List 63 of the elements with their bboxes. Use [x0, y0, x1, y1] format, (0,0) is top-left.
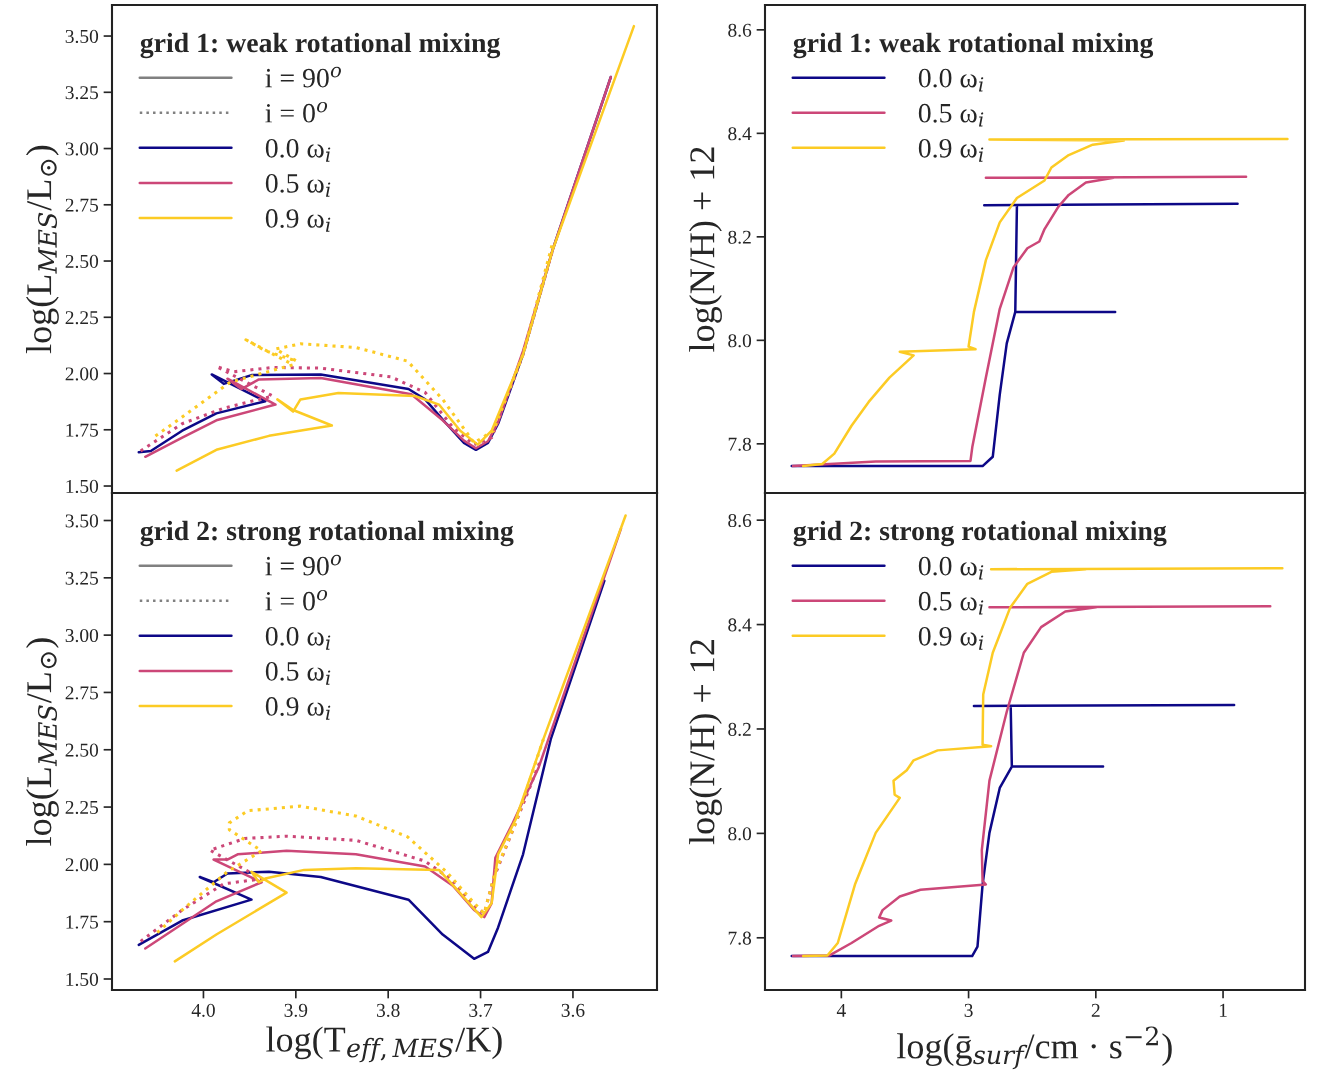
y-axis-title: log(L$_{MES}$/L$_{⊙}$)	[26, 638, 59, 846]
x-tick-label: 3.9	[284, 1003, 308, 1017]
legend-label: 0.0 ω$_{i}$	[918, 556, 984, 580]
y-tick-label: 3.25	[65, 86, 99, 100]
legend-label: 0.5 ω$_{i}$	[265, 661, 331, 685]
y-tick-label: 8.6	[728, 513, 752, 528]
y-tick-label: 1.50	[66, 479, 99, 494]
x-tick-label: 2	[1091, 1003, 1100, 1017]
x-tick-label: 3.8	[376, 1003, 400, 1017]
y-tick-label: 3.00	[65, 142, 99, 156]
legend-label: i = 0$^{o}$	[265, 589, 328, 611]
x-tick-label: 3	[964, 1003, 973, 1017]
y-tick-label: 8.0	[728, 827, 752, 841]
legend-label: i = 90$^{o}$	[265, 66, 341, 88]
legend-label: 0.0 ω$_{i}$	[918, 68, 984, 92]
y-axis-title: log(N/H) + 12	[689, 640, 722, 845]
y-tick-label: 8.0	[728, 334, 752, 348]
y-tick-label: 2.75	[65, 686, 99, 700]
y-tick-label: 2.50	[65, 743, 99, 757]
y-tick-label: 3.25	[65, 571, 99, 585]
legend-title: grid 2: strong rotational mixing	[793, 520, 1167, 547]
y-tick-label: 3.50	[65, 514, 99, 528]
y-tick-label: 1.50	[66, 972, 99, 987]
x-tick-label: 4.0	[191, 1003, 215, 1017]
y-tick-label: 7.8	[728, 931, 752, 945]
y-tick-label: 8.2	[728, 722, 751, 736]
y-axis-title: log(L$_{MES}$/L$_{⊙}$)	[26, 145, 59, 354]
y-tick-label: 8.4	[728, 127, 752, 141]
y-tick-label: 3.00	[65, 628, 99, 643]
x-axis-title: log(T$_{eff,MES}$/K)	[266, 1026, 502, 1063]
legend-label: i = 0$^{o}$	[265, 101, 328, 123]
legend-label: 0.9 ω$_{i}$	[265, 209, 331, 232]
legend-label: 0.9 ω$_{i}$	[265, 697, 331, 720]
y-tick-label: 8.2	[728, 230, 751, 244]
legend-label: 0.5 ω$_{i}$	[918, 103, 984, 127]
legend-title: grid 1: weak rotational mixing	[793, 32, 1154, 59]
legend-label: i = 90$^{o}$	[265, 554, 341, 576]
x-axis-title: log(ḡ$_{surf}$/cm · s$^{−2}$)	[897, 1026, 1172, 1070]
legend-label: 0.0 ω$_{i}$	[265, 138, 331, 162]
legend-label: 0.9 ω$_{i}$	[918, 626, 984, 650]
y-tick-label: 2.50	[65, 254, 99, 269]
y-tick-label: 2.25	[65, 311, 99, 325]
y-tick-label: 1.75	[66, 915, 99, 929]
y-tick-label: 1.75	[66, 423, 99, 437]
legend-label: 0.5 ω$_{i}$	[265, 173, 331, 197]
legend-title: grid 1: weak rotational mixing	[140, 32, 501, 59]
x-tick-label: 4	[836, 1003, 846, 1017]
legend-label: 0.9 ω$_{i}$	[918, 138, 984, 162]
legend-label: 0.0 ω$_{i}$	[265, 626, 331, 650]
legend-title: grid 2: strong rotational mixing	[140, 520, 514, 547]
y-tick-label: 7.8	[728, 437, 752, 451]
y-tick-label: 2.25	[65, 800, 99, 815]
y-tick-label: 2.00	[65, 858, 99, 872]
y-tick-label: 8.4	[728, 618, 752, 632]
legend-label: 0.5 ω$_{i}$	[918, 591, 984, 615]
y-tick-label: 2.00	[65, 367, 99, 381]
y-axis-title: log(N/H) + 12	[689, 147, 722, 352]
x-tick-label: 1	[1219, 1003, 1227, 1017]
y-tick-label: 3.50	[65, 29, 99, 44]
y-tick-label: 2.75	[65, 198, 99, 212]
x-tick-label: 3.7	[469, 1003, 493, 1017]
x-tick-label: 3.6	[561, 1003, 585, 1017]
y-tick-label: 8.6	[728, 23, 752, 37]
